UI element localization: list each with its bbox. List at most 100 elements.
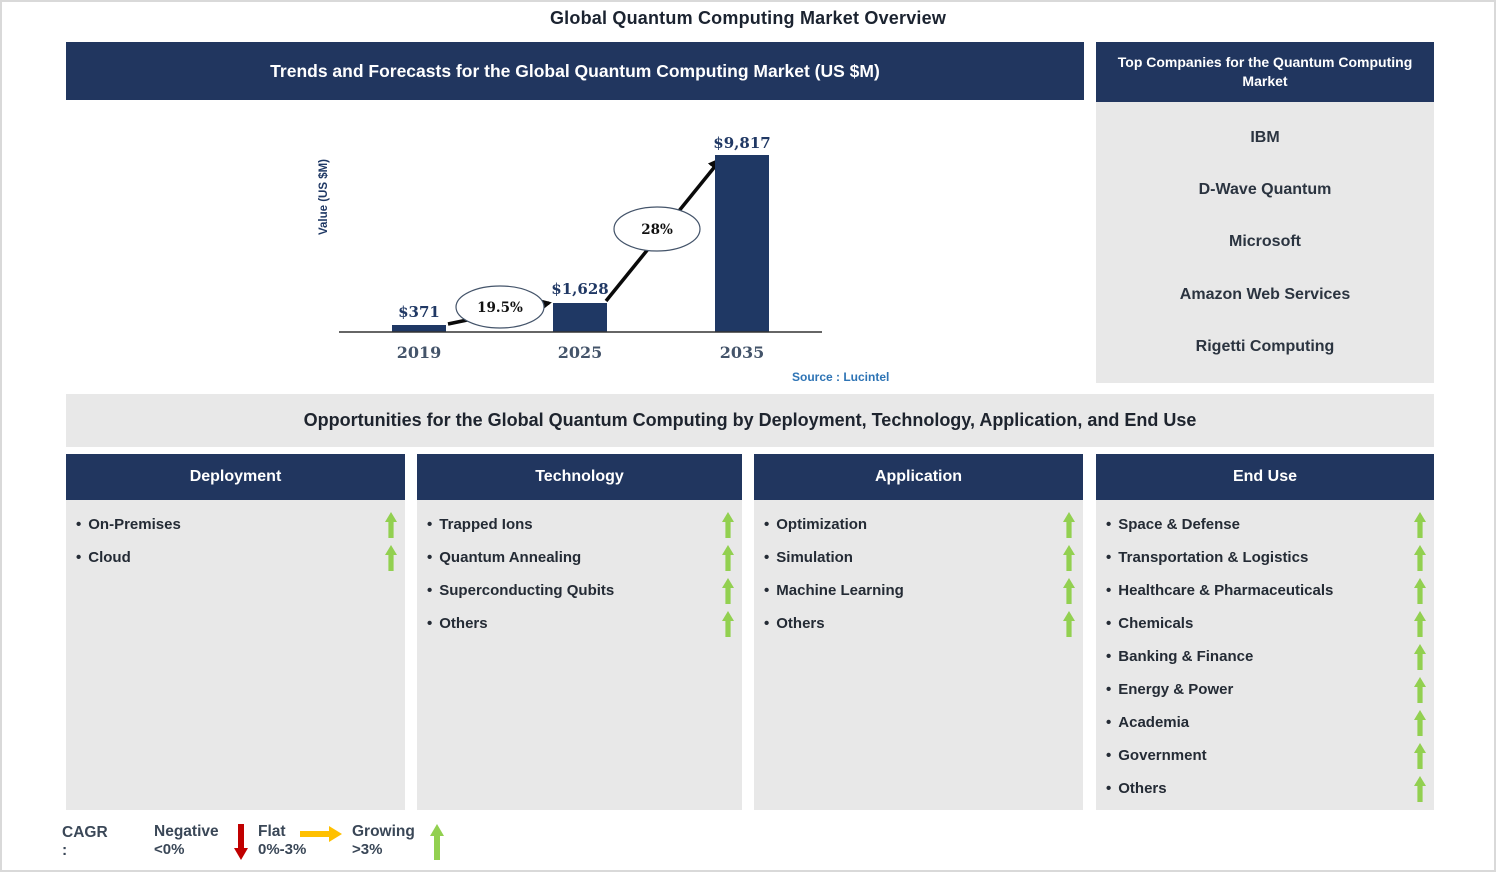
legend-entry-name: Growing [352,823,415,840]
tick-2019: 2019 [397,343,442,362]
up-arrow-icon [722,610,734,637]
bar-chart-svg: Value (US $M) $371 $1,628 $9,817 19.5% 2… [318,134,822,362]
list-item: • Quantum Annealing [427,541,734,574]
up-arrow-icon [1414,775,1426,802]
item-label: Cloud [88,549,131,566]
column-end-use-header: End Use [1096,454,1434,500]
up-arrow-icon [1063,610,1075,637]
up-arrow-icon [1414,544,1426,571]
bullet-icon: • [427,582,433,599]
item-label: Others [776,615,825,632]
list-item: • Trapped Ions [427,508,734,541]
bullet-icon: • [1106,582,1112,599]
bar-2035 [715,155,769,332]
bar-2025 [553,303,607,332]
item-label: Government [1118,747,1207,764]
item-label: Transportation & Logistics [1118,549,1309,566]
legend-entry-range: <0% [154,841,185,859]
item-label: On-Premises [88,516,181,533]
bullet-icon: • [764,516,770,533]
list-item: • Others [764,607,1075,640]
list-item: • Banking & Finance [1106,640,1426,673]
list-item: • Optimization [764,508,1075,541]
bullet-icon: • [764,549,770,566]
cagr-callout-label-2: 28% [641,222,673,238]
trends-panel-header: Trends and Forecasts for the Global Quan… [66,42,1084,100]
item-label: Banking & Finance [1118,648,1254,665]
company-name: Rigetti Computing [1195,337,1335,355]
bullet-icon: • [1106,681,1112,698]
cagr-callout-label-1: 19.5% [477,300,523,316]
item-label: Trapped Ions [439,516,533,533]
legend-entry-flat: Flat 0%-3% [258,822,306,860]
list-item: • Space & Defense [1106,508,1426,541]
company-name: Microsoft [1229,233,1301,251]
up-arrow-icon [385,544,397,571]
bullet-icon: • [427,615,433,632]
bullet-icon: • [427,516,433,533]
top-companies-panel: Top Companies for the Quantum Computing … [1096,42,1434,383]
up-arrow-icon [1414,676,1426,703]
up-arrow-icon [1063,577,1075,604]
list-item: • Government [1106,739,1426,772]
column-deployment-items: • On-Premises • Cloud [66,500,405,810]
up-arrow-icon [430,824,444,860]
column-application-header: Application [754,454,1083,500]
item-label: Superconducting Qubits [439,582,615,599]
column-application: Application • Optimization • Simulation [754,454,1083,810]
column-technology-items: • Trapped Ions • Quantum Annealing • Sup… [417,500,742,810]
company-name: IBM [1250,129,1280,147]
legend-entry-range: 0%-3% [258,841,307,859]
legend-entry-range: >3% [352,841,383,859]
item-label: Healthcare & Pharmaceuticals [1118,582,1334,599]
right-arrow-icon [300,826,342,842]
list-item: • Superconducting Qubits [427,574,734,607]
list-item: • Others [1106,772,1426,805]
item-label: Energy & Power [1118,681,1234,698]
cagr-legend-label: CAGR : [62,824,108,859]
up-arrow-icon [1414,643,1426,670]
item-label: Machine Learning [776,582,904,599]
column-application-items: • Optimization • Simulation • Machine Le… [754,500,1083,810]
column-end-use: End Use • Space & Defense • Transportati… [1096,454,1434,810]
bullet-icon: • [764,615,770,632]
y-axis-label: Value (US $M) [318,159,330,235]
cagr-callout-ellipse-2 [613,206,701,252]
item-label: Space & Defense [1118,516,1240,533]
up-arrow-icon [722,511,734,538]
page-title: Global Quantum Computing Market Overview [549,8,947,28]
bullet-icon: • [427,549,433,566]
top-companies-header: Top Companies for the Quantum Computing … [1096,42,1434,102]
legend-entry-name: Flat [258,823,286,840]
company-name: Amazon Web Services [1179,285,1351,303]
tick-2025: 2025 [558,343,603,362]
cagr-callout-ellipse-1 [455,285,545,329]
list-item: • Transportation & Logistics [1106,541,1426,574]
bullet-icon: • [1106,549,1112,566]
list-item: • Simulation [764,541,1075,574]
tick-2035: 2035 [720,343,765,362]
item-label: Simulation [776,549,853,566]
up-arrow-icon [722,544,734,571]
up-arrow-icon [385,511,397,538]
up-arrow-icon [1414,577,1426,604]
legend-entry-growing: Growing >3% [352,822,415,860]
up-arrow-icon [1414,511,1426,538]
item-label: Optimization [776,516,868,533]
value-label-2035: $9,817 [713,134,770,152]
list-item: • Academia [1106,706,1426,739]
value-label-2019: $371 [398,303,440,321]
list-item: • Cloud [76,541,397,574]
up-arrow-icon [1063,544,1075,571]
column-technology-header: Technology [417,454,742,500]
bar-2019 [392,325,446,332]
column-technology: Technology • Trapped Ions • Quantum Anne… [417,454,742,810]
bullet-icon: • [1106,780,1112,797]
list-item: • Machine Learning [764,574,1075,607]
bullet-icon: • [764,582,770,599]
down-arrow-icon [234,824,248,860]
bullet-icon: • [1106,747,1112,764]
list-item: • Others [427,607,734,640]
bullet-icon: • [76,549,82,566]
